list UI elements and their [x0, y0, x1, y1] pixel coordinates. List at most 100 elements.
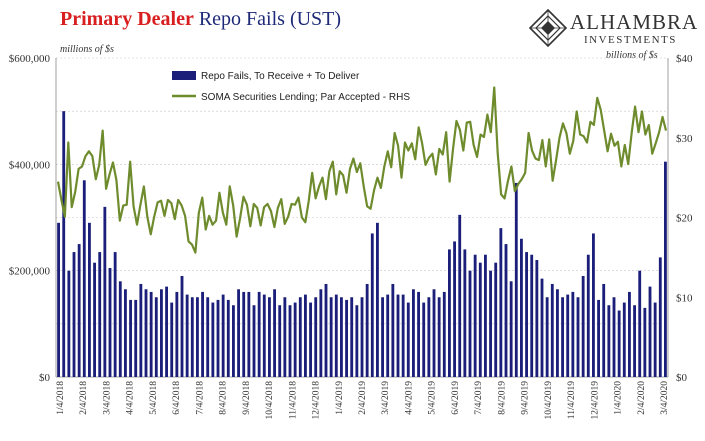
bar-repo-fails	[216, 299, 220, 377]
bar-repo-fails	[617, 310, 621, 377]
bar-repo-fails	[226, 299, 230, 377]
bar-repo-fails	[268, 297, 271, 377]
bar-repo-fails	[622, 302, 626, 377]
bar-repo-fails	[237, 289, 240, 377]
bar-repo-fails	[309, 302, 312, 377]
bar-repo-fails	[453, 241, 456, 377]
bar-repo-fails	[98, 252, 102, 377]
bar-repo-fails	[576, 297, 580, 377]
bar-repo-fails	[242, 291, 246, 377]
x-tick-label: 9/4/2018	[242, 381, 252, 415]
y2-tick-label: $10	[676, 292, 693, 304]
alhambra-emblem-icon	[528, 8, 568, 48]
bar-repo-fails	[489, 270, 492, 377]
bar-repo-fails	[458, 214, 462, 377]
x-tick-label: 3/4/2018	[103, 381, 113, 415]
bar-repo-fails	[484, 254, 487, 377]
bar-repo-fails	[545, 297, 549, 377]
x-tick-label: 6/4/2019	[451, 381, 461, 415]
bar-repo-fails	[520, 238, 523, 377]
bar-repo-fails	[345, 299, 348, 377]
x-tick-label: 6/4/2018	[172, 381, 182, 415]
x-tick-label: 10/4/2018	[265, 381, 275, 420]
bar-repo-fails	[664, 161, 667, 377]
x-tick-label: 4/4/2019	[405, 381, 415, 415]
left-axis-unit: millions of $s	[60, 44, 114, 55]
bar-repo-fails	[257, 291, 261, 377]
y-tick-label: $0	[39, 372, 51, 384]
bar-repo-fails	[427, 297, 431, 377]
bar-repo-fails	[530, 254, 534, 377]
brand-subtitle: INVESTMENTS	[584, 34, 677, 46]
bar-repo-fails	[504, 244, 508, 377]
brand-name: ALHAMBRA	[570, 10, 699, 34]
legend-label-bars: Repo Fails, To Receive + To Deliver	[201, 71, 360, 82]
bar-repo-fails	[247, 291, 251, 377]
bar-repo-fails	[190, 297, 194, 377]
x-tick-label: 11/4/2018	[288, 381, 298, 419]
bar-repo-fails	[319, 289, 323, 377]
bar-repo-fails	[201, 291, 204, 377]
bar-repo-fails	[329, 297, 333, 377]
bar-repo-fails	[540, 278, 544, 377]
bar-repo-fails	[288, 305, 292, 377]
x-tick-label: 1/4/2018	[56, 381, 66, 415]
legend-label-line: SOMA Securities Lending; Par Accepted - …	[201, 92, 410, 103]
bar-repo-fails	[304, 294, 307, 377]
bar-repo-fails	[437, 297, 441, 377]
bar-repo-fails	[160, 289, 163, 377]
x-tick-label: 1/4/2020	[614, 381, 624, 415]
bar-repo-fails	[401, 294, 405, 377]
bar-repo-fails	[370, 233, 374, 377]
x-tick-label: 2/4/2018	[79, 381, 89, 415]
legend-swatch-bars	[172, 71, 196, 80]
bar-repo-fails	[196, 297, 199, 377]
bar-repo-fails	[468, 270, 472, 377]
y2-tick-label: $30	[676, 133, 693, 145]
bar-repo-fails	[211, 302, 215, 377]
bar-repo-fails	[561, 297, 564, 377]
bar-repo-fails	[149, 291, 153, 377]
bar-repo-fails	[185, 294, 189, 377]
bar-repo-fails	[273, 289, 276, 377]
bar-repo-fails	[566, 294, 570, 377]
bar-repo-fails	[509, 281, 513, 377]
bar-repo-fails	[381, 297, 384, 377]
bar-repo-fails	[314, 297, 318, 377]
bar-repo-fails	[77, 244, 81, 377]
bar-repo-fails	[535, 260, 539, 377]
bar-repo-fails	[463, 249, 467, 377]
bar-repo-fails	[298, 297, 302, 377]
bar-repo-fails	[108, 268, 112, 377]
bar-repo-fails	[473, 254, 477, 377]
x-tick-label: 7/4/2019	[474, 381, 484, 415]
bar-repo-fails	[350, 297, 354, 377]
bar-repo-fails	[262, 294, 266, 377]
bar-repo-fails	[360, 297, 364, 377]
bar-repo-fails	[113, 252, 117, 377]
bar-repo-fails	[340, 297, 343, 377]
bar-repo-fails	[658, 257, 662, 378]
bar-repo-fails	[571, 291, 575, 377]
bar-repo-fails	[607, 305, 611, 377]
bar-repo-fails	[417, 291, 420, 377]
bar-repo-fails	[550, 283, 554, 377]
bar-repo-fails	[592, 233, 595, 377]
x-tick-label: 12/4/2019	[590, 381, 600, 420]
chart-title: Primary Dealer Repo Fails (UST)	[60, 8, 341, 31]
x-tick-label: 3/4/2020	[660, 381, 670, 415]
x-tick-label: 8/4/2019	[497, 381, 507, 415]
x-tick-label: 4/4/2018	[126, 381, 136, 415]
bar-repo-fails	[139, 283, 143, 377]
line-soma-lending	[56, 86, 668, 254]
bar-repo-fails	[653, 302, 657, 377]
bar-repo-fails	[103, 206, 107, 377]
bar-repo-fails	[494, 262, 498, 377]
bar-repo-fails	[643, 307, 647, 377]
x-tick-label: 8/4/2018	[219, 381, 229, 415]
x-tick-label: 12/4/2018	[312, 381, 322, 420]
bar-repo-fails	[633, 305, 636, 377]
y-tick-label: $600,000	[9, 53, 51, 65]
bar-repo-fails	[170, 302, 174, 377]
